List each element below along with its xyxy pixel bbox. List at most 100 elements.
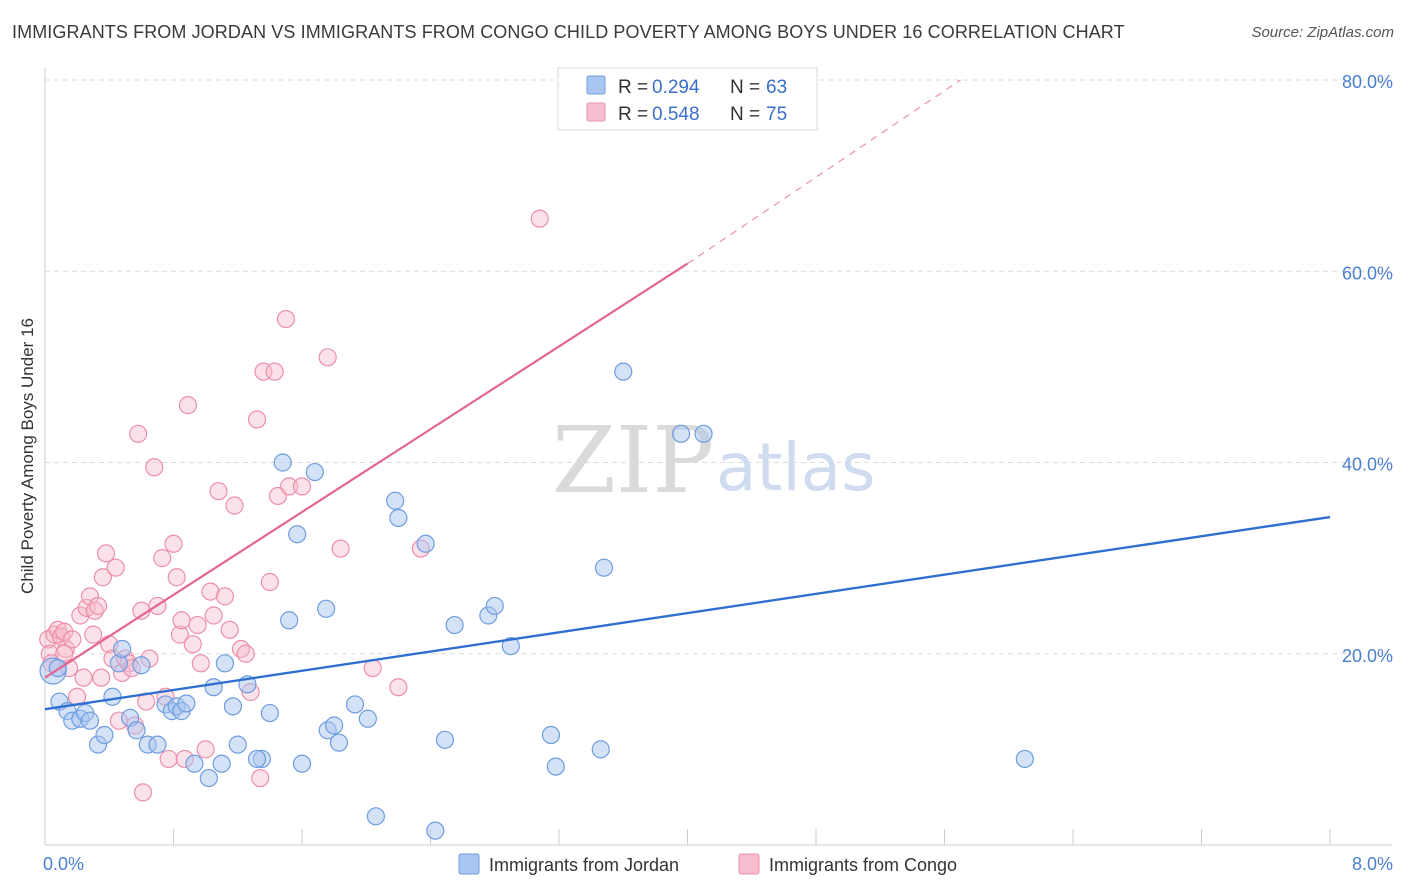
jordan-trend-line bbox=[44, 515, 1331, 711]
jordan-point bbox=[316, 599, 336, 618]
jordan-point bbox=[199, 768, 218, 788]
jordan-point bbox=[80, 711, 100, 730]
congo-point bbox=[145, 458, 164, 477]
congo-point bbox=[260, 572, 279, 592]
legend-n-label-congo: N = bbox=[730, 104, 760, 125]
jordan-point bbox=[358, 709, 377, 728]
congo-point bbox=[196, 740, 215, 759]
congo-point bbox=[188, 615, 207, 635]
congo-point bbox=[331, 539, 350, 558]
trend-lines bbox=[44, 79, 1331, 711]
congo-point bbox=[63, 630, 82, 649]
jordan-point bbox=[148, 735, 167, 754]
bottom-legend-label-congo: Immigrants from Congo bbox=[769, 855, 957, 875]
jordan-point bbox=[212, 754, 231, 773]
jordan-point bbox=[204, 678, 223, 697]
congo-point bbox=[129, 424, 148, 443]
y-tick-label: 80.0% bbox=[1342, 72, 1393, 92]
jordan-point bbox=[329, 733, 349, 752]
jordan-point bbox=[280, 611, 299, 630]
jordan-point bbox=[435, 730, 455, 749]
jordan-point bbox=[591, 740, 610, 759]
congo-point bbox=[215, 587, 234, 606]
jordan-point bbox=[103, 687, 122, 706]
jordan-point bbox=[345, 695, 365, 714]
jordan-point bbox=[260, 703, 279, 723]
legend-n-label-jordan: N = bbox=[730, 77, 760, 98]
congo-point bbox=[92, 668, 111, 687]
watermark-atlas: atlas bbox=[716, 429, 876, 506]
congo-point bbox=[153, 549, 172, 568]
jordan-point bbox=[185, 754, 204, 773]
legend-swatch-jordan bbox=[586, 75, 606, 95]
jordan-point bbox=[541, 725, 561, 745]
congo-point bbox=[530, 209, 549, 228]
congo-point bbox=[280, 477, 299, 496]
congo-point bbox=[93, 568, 112, 587]
x-tick-label: 0.0% bbox=[43, 854, 84, 874]
congo-point bbox=[167, 568, 186, 587]
congo-point bbox=[133, 783, 153, 802]
jordan-point bbox=[501, 636, 520, 656]
jordan-point bbox=[132, 656, 151, 675]
y-axis-title: Child Poverty Among Boys Under 16 bbox=[18, 318, 37, 594]
congo-series-points bbox=[39, 209, 549, 802]
jordan-point bbox=[416, 534, 435, 553]
jordan-point bbox=[594, 558, 614, 577]
congo-point bbox=[164, 534, 183, 553]
jordan-point bbox=[485, 596, 504, 616]
congo-point bbox=[183, 635, 202, 654]
congo-trend-line bbox=[44, 262, 689, 679]
jordan-series-points bbox=[39, 362, 1034, 840]
congo-point bbox=[251, 768, 270, 788]
congo-point bbox=[292, 477, 312, 496]
legend-r-label-congo: R = bbox=[618, 104, 648, 125]
jordan-point bbox=[177, 694, 196, 713]
congo-point bbox=[236, 644, 255, 663]
congo-point bbox=[318, 348, 337, 367]
legend-swatch-congo bbox=[586, 102, 606, 122]
congo-point bbox=[191, 654, 210, 673]
chart-source: Source: ZipAtlas.com bbox=[1251, 24, 1394, 41]
grid-lines bbox=[45, 79, 1392, 655]
jordan-point bbox=[386, 491, 405, 510]
congo-point bbox=[201, 582, 220, 601]
y-tick-label: 40.0% bbox=[1342, 455, 1393, 475]
congo-point bbox=[389, 678, 408, 697]
legend-n-value-congo: 75 bbox=[766, 104, 787, 125]
congo-point bbox=[159, 749, 178, 769]
congo-point bbox=[204, 606, 223, 625]
legend-r-value-congo: 0.548 bbox=[652, 104, 700, 125]
bottom-legend-swatch-congo bbox=[738, 853, 760, 875]
tick-labels: 20.0% 40.0% 60.0% 80.0% 0.0% 8.0% bbox=[43, 72, 1393, 874]
bottom-legend-swatch-jordan bbox=[458, 853, 480, 875]
jordan-point bbox=[95, 725, 114, 745]
congo-point bbox=[209, 482, 228, 501]
jordan-point bbox=[273, 453, 292, 472]
jordan-point bbox=[112, 639, 132, 659]
congo-point bbox=[178, 396, 198, 415]
jordan-point bbox=[671, 424, 691, 443]
jordan-point bbox=[292, 754, 312, 773]
jordan-point bbox=[228, 735, 247, 754]
legend-r-value-jordan: 0.294 bbox=[652, 77, 700, 98]
congo-point bbox=[276, 309, 296, 329]
congo-point bbox=[225, 496, 244, 515]
y-tick-label: 20.0% bbox=[1342, 646, 1393, 666]
chart-title: IMMIGRANTS FROM JORDAN VS IMMIGRANTS FRO… bbox=[12, 22, 1125, 42]
congo-point bbox=[96, 544, 116, 563]
jordan-point bbox=[127, 721, 146, 740]
jordan-point bbox=[694, 424, 713, 443]
axes bbox=[44, 68, 1392, 846]
congo-point bbox=[220, 620, 239, 639]
jordan-point bbox=[614, 362, 633, 381]
congo-point bbox=[84, 625, 103, 644]
congo-point bbox=[172, 611, 191, 630]
jordan-point bbox=[366, 807, 385, 826]
correlation-legend: R = 0.294 N = 63 R = 0.548 N = 75 bbox=[557, 67, 818, 131]
jordan-point bbox=[1015, 749, 1034, 769]
congo-point bbox=[88, 596, 108, 616]
congo-point bbox=[265, 362, 284, 381]
jordan-point bbox=[215, 654, 234, 673]
